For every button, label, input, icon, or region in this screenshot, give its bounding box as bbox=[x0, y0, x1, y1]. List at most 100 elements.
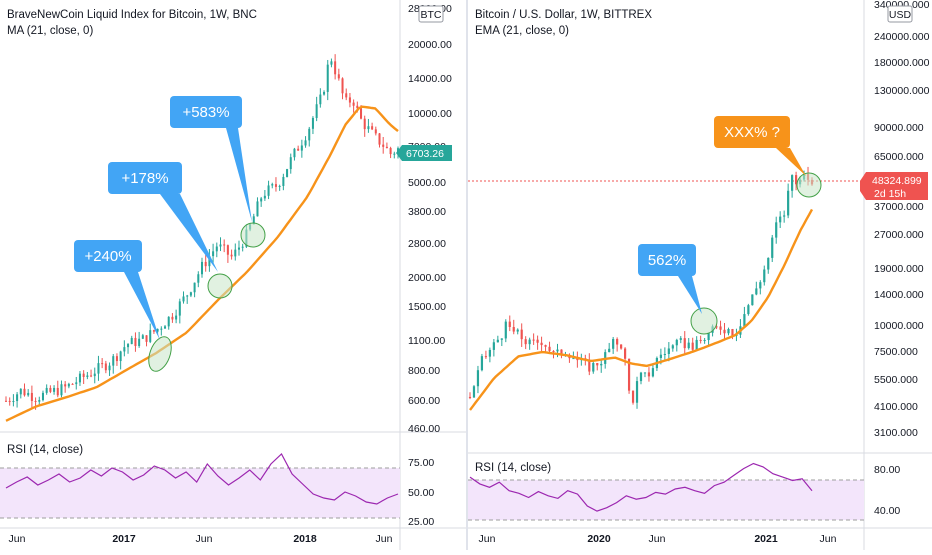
candle-body bbox=[771, 237, 774, 258]
candle-body bbox=[723, 329, 726, 334]
left-rsi-line bbox=[5, 453, 399, 505]
candle-body bbox=[556, 349, 559, 352]
candle-body bbox=[389, 148, 392, 155]
candle-body bbox=[679, 338, 682, 340]
candle-body bbox=[651, 368, 655, 377]
candle-body bbox=[86, 375, 89, 377]
right-last-price-badge: 48324.899 2d 15h bbox=[860, 172, 928, 200]
candle-body bbox=[663, 354, 666, 356]
candle-body bbox=[393, 153, 396, 155]
candle-body bbox=[71, 383, 74, 385]
candle-body bbox=[234, 249, 237, 257]
price-tick-label: 20000.00 bbox=[408, 39, 452, 51]
right-rsi-band bbox=[468, 480, 864, 520]
candle-body bbox=[536, 339, 539, 343]
candle-body bbox=[627, 358, 631, 391]
left-currency-badge[interactable]: BTC bbox=[418, 5, 444, 23]
right-ema-label: EMA (21, close, 0) bbox=[475, 25, 569, 37]
candle-body bbox=[97, 363, 100, 374]
candle-body bbox=[667, 348, 670, 355]
candle-body bbox=[152, 330, 155, 332]
candle-body bbox=[548, 346, 551, 351]
candle-body bbox=[635, 381, 639, 403]
candle-body bbox=[341, 78, 344, 94]
price-tick-label: 1500.00 bbox=[408, 301, 446, 313]
left-price-pane bbox=[0, 0, 400, 430]
candle-body bbox=[727, 329, 730, 334]
candle-body bbox=[540, 342, 543, 346]
candle-body bbox=[127, 344, 130, 348]
price-tick-label: 37000.000 bbox=[874, 201, 924, 213]
candle-body bbox=[480, 356, 484, 371]
candle-body bbox=[145, 335, 148, 342]
candle-body bbox=[791, 175, 794, 191]
candle-body bbox=[75, 382, 78, 385]
price-tick-label: 600.00 bbox=[408, 395, 440, 407]
left-currency-label: BTC bbox=[421, 9, 442, 21]
left-last-price: 6703.26 bbox=[406, 148, 444, 160]
candle-body bbox=[112, 356, 115, 366]
candle-body bbox=[360, 108, 363, 119]
left-rsi-label: RSI (14, close) bbox=[7, 444, 83, 456]
candle-body bbox=[743, 314, 746, 327]
right-price-axis: 340000.000240000.000180000.000130000.000… bbox=[874, 0, 930, 439]
price-tick-label: 1100.00 bbox=[408, 335, 445, 347]
candle-body bbox=[363, 118, 366, 130]
time-tick-label: 2021 bbox=[754, 533, 778, 545]
candle-body bbox=[200, 261, 204, 275]
candle-body bbox=[286, 169, 289, 177]
candle-body bbox=[588, 359, 591, 372]
right-currency-badge[interactable]: USD bbox=[887, 5, 913, 23]
candle-body bbox=[330, 61, 333, 65]
candle-body bbox=[167, 316, 170, 327]
candle-body bbox=[175, 315, 178, 320]
candle-body bbox=[41, 392, 44, 401]
candle-body bbox=[731, 329, 734, 336]
time-tick-label: 2020 bbox=[587, 533, 611, 545]
right-time-axis: Jun 2020 Jun 2021 Jun bbox=[479, 533, 837, 545]
price-tick-label: 5000.00 bbox=[408, 177, 446, 189]
right-last-price: 48324.899 bbox=[872, 175, 922, 187]
candle-body bbox=[472, 386, 476, 398]
candle-body bbox=[34, 400, 37, 402]
right-candles bbox=[468, 166, 814, 409]
candle-body bbox=[123, 347, 126, 352]
right-currency-label: USD bbox=[889, 9, 912, 21]
candle-body bbox=[53, 387, 56, 392]
price-tick-label: 180000.000 bbox=[874, 57, 930, 69]
candle-body bbox=[612, 338, 615, 349]
candle-body bbox=[783, 215, 786, 217]
candle-body bbox=[260, 198, 263, 202]
candle-body bbox=[719, 326, 722, 330]
price-tick-label: 10000.00 bbox=[408, 108, 452, 120]
candle-body bbox=[241, 246, 244, 248]
price-tick-label: 5500.000 bbox=[874, 374, 918, 386]
candle-body bbox=[289, 157, 292, 170]
candle-body bbox=[323, 91, 326, 95]
left-ma-label: MA (21, close, 0) bbox=[7, 25, 93, 37]
candle-body bbox=[600, 363, 603, 366]
candle-body bbox=[608, 348, 611, 353]
candle-body bbox=[141, 335, 144, 339]
candle-body bbox=[337, 74, 340, 79]
candle-body bbox=[67, 383, 70, 387]
candle-body bbox=[476, 370, 480, 387]
left-highlight-circle bbox=[148, 336, 172, 372]
candle-body bbox=[592, 363, 595, 372]
candle-body bbox=[512, 326, 515, 332]
candle-body bbox=[703, 340, 706, 342]
candle-body bbox=[8, 400, 11, 402]
candle-body bbox=[747, 305, 750, 315]
candle-body bbox=[779, 216, 782, 223]
left-price-axis: 28000.0020000.0014000.0010000.007000.005… bbox=[408, 3, 452, 435]
candle-body bbox=[108, 365, 111, 371]
candle-body bbox=[647, 372, 651, 377]
time-tick-label: 2017 bbox=[112, 533, 136, 545]
left-rsi-axis: 75.00 50.00 25.00 bbox=[408, 457, 434, 528]
candle-body bbox=[334, 61, 337, 75]
candle-body bbox=[639, 372, 643, 382]
candle-body bbox=[528, 339, 531, 345]
candle-body bbox=[532, 339, 535, 341]
candle-body bbox=[775, 222, 778, 238]
